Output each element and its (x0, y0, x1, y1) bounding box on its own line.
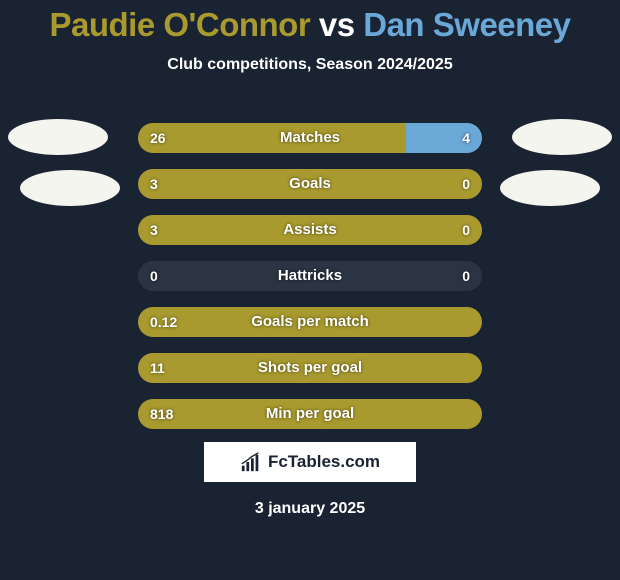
comparison-bars: 264Matches30Goals30Assists00Hattricks0.1… (138, 123, 482, 445)
stat-value-right: 4 (462, 123, 470, 153)
stat-row: 3 0Assists (138, 215, 482, 245)
stat-value-right: 0 (462, 261, 470, 291)
stat-label: Matches (138, 123, 482, 153)
stat-value-left: 11 (150, 353, 165, 383)
player2-avatar-2 (500, 170, 600, 206)
stat-label: Goals per match (138, 307, 482, 337)
player2-name: Dan Sweeney (363, 6, 570, 43)
stat-value-left: 818 (150, 399, 173, 429)
stat-row: 26 4Matches (138, 123, 482, 153)
stat-label: Hattricks (138, 261, 482, 291)
stat-value-left: 3 (150, 215, 158, 245)
logo-text: FcTables.com (268, 452, 380, 472)
stat-value-right: 0 (462, 215, 470, 245)
logo-box: FcTables.com (204, 442, 416, 482)
stat-value-left: 26 (150, 123, 166, 153)
stat-label: Goals (138, 169, 482, 199)
fctables-logo-icon (240, 451, 262, 473)
stat-value-right: 0 (462, 169, 470, 199)
stat-row: 3 0Goals (138, 169, 482, 199)
stat-label: Shots per goal (138, 353, 482, 383)
vs-text: vs (319, 6, 355, 43)
stat-row: 11Shots per goal (138, 353, 482, 383)
player1-avatar-2 (20, 170, 120, 206)
stat-row: 818Min per goal (138, 399, 482, 429)
stat-label: Min per goal (138, 399, 482, 429)
date-text: 3 january 2025 (0, 500, 620, 518)
stat-value-left: 0.12 (150, 307, 177, 337)
stat-value-left: 3 (150, 169, 158, 199)
player2-avatar-1 (512, 119, 612, 155)
player1-name: Paudie O'Connor (49, 6, 310, 43)
player1-avatar-1 (8, 119, 108, 155)
stat-label: Assists (138, 215, 482, 245)
stat-row: 0.12Goals per match (138, 307, 482, 337)
subtitle: Club competitions, Season 2024/2025 (0, 56, 620, 74)
stat-value-left: 0 (150, 261, 158, 291)
stat-row: 0 0Hattricks (138, 261, 482, 291)
page-title: Paudie O'Connor vs Dan Sweeney (0, 0, 620, 44)
